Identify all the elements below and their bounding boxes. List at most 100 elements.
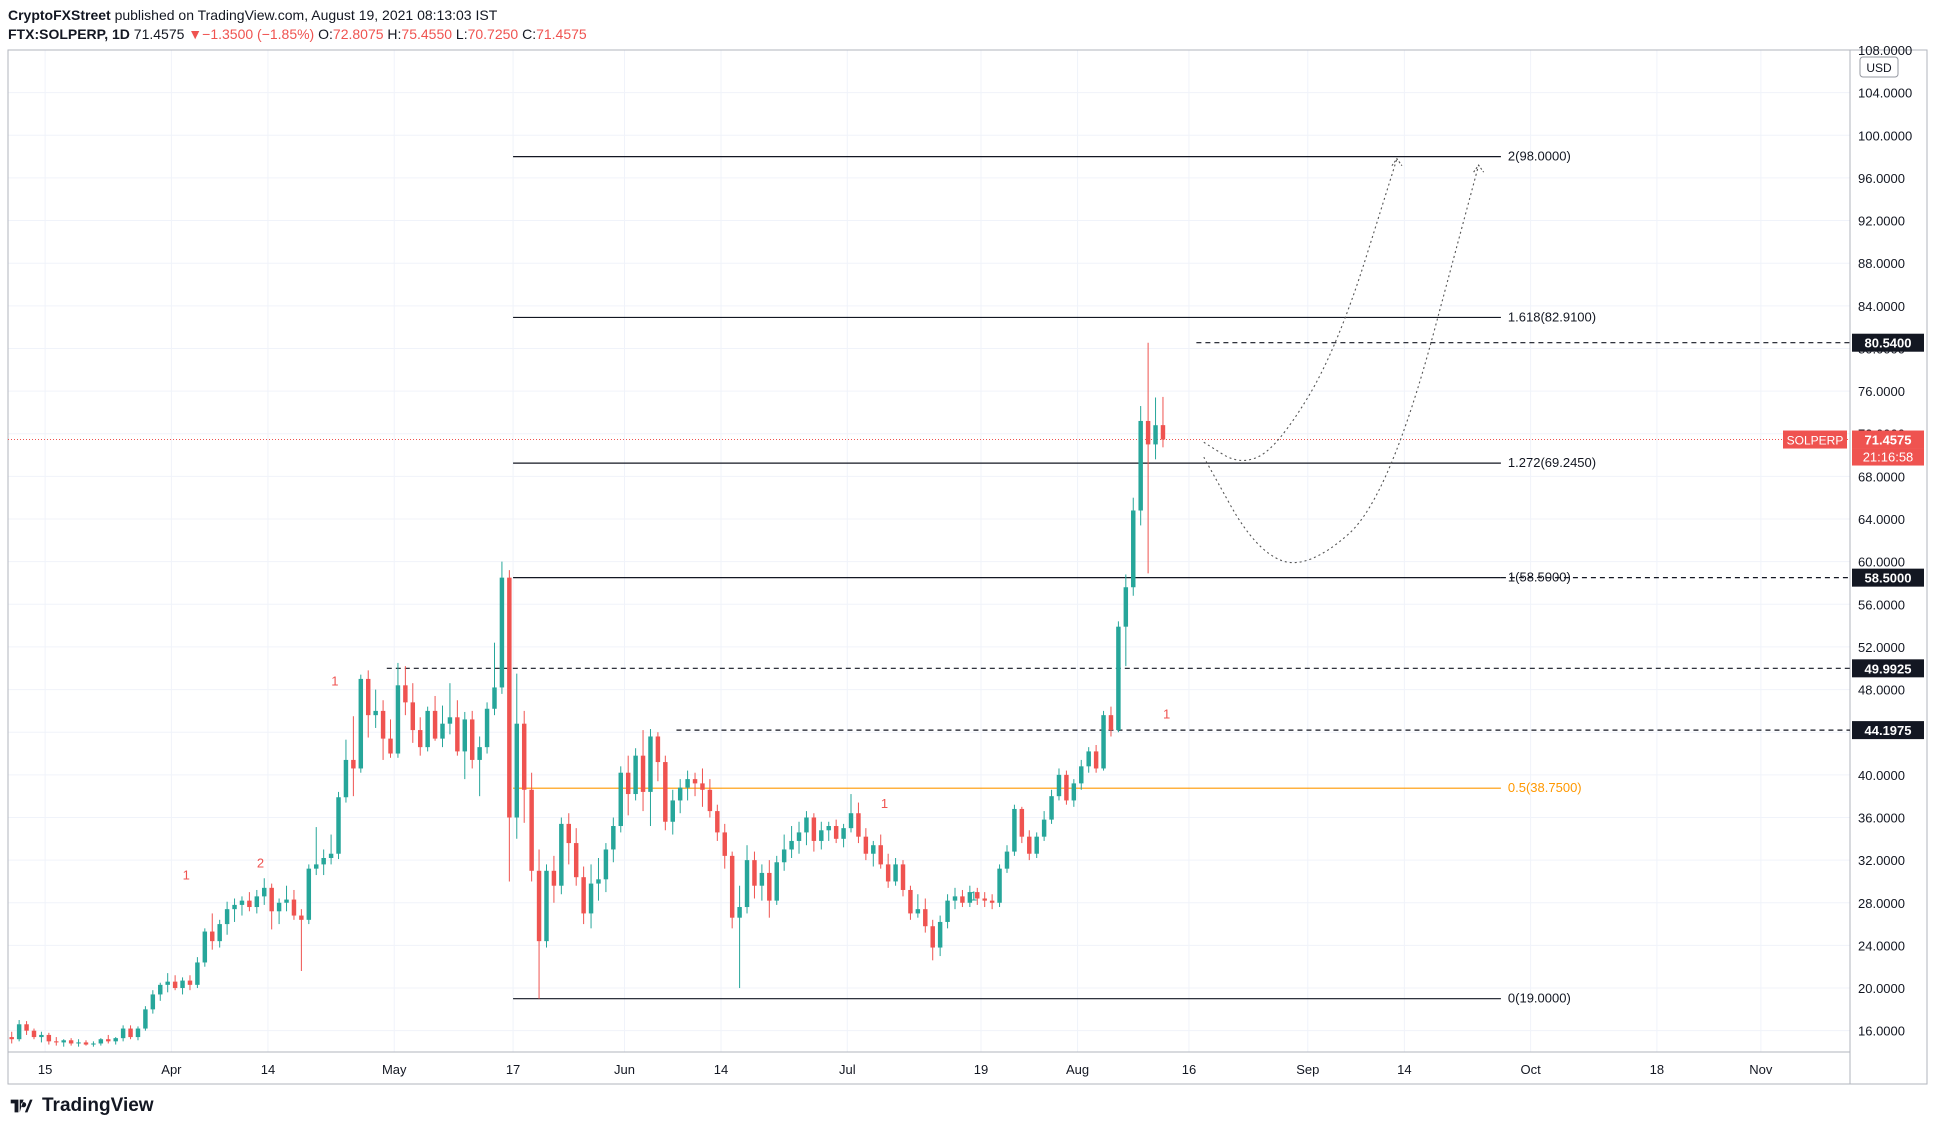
price-tick-label: 104.0000 [1858, 86, 1912, 101]
price-axis[interactable]: 16.0000 20.0000 24.0000 28.0000 32.0000 36.00… [1858, 43, 1912, 1039]
candle-body [462, 719, 468, 752]
candle-body [1123, 587, 1129, 627]
sequential-marker: 1 [331, 673, 338, 688]
candle-body [900, 864, 906, 890]
candle-body [291, 899, 297, 916]
candle-body [499, 577, 505, 688]
candle-body [603, 849, 609, 880]
close-label: C: [522, 26, 537, 42]
candle-body [351, 759, 356, 769]
time-tick-label: 16 [1182, 1062, 1196, 1077]
candle-body [1027, 836, 1032, 854]
candlestick-chart[interactable]: 2(98.0000)1.618(82.9100)1.272(69.2450)1(… [0, 0, 1935, 1090]
time-axis[interactable]: 15 Apr 14 May 17 Jun 14 Jul 19 Aug 16 Sep 14 Oct 18 Nov [38, 1062, 1773, 1077]
projection-curve[interactable] [1203, 164, 1480, 564]
currency-badge[interactable]: USD [1859, 56, 1899, 78]
candle-body [1041, 819, 1047, 837]
candle-body [217, 924, 222, 942]
price-tick-label: 24.0000 [1858, 938, 1905, 953]
candle-body [328, 853, 334, 858]
low-value: 70.7250 [467, 26, 519, 42]
open-label: O: [318, 26, 333, 42]
candle-body [39, 1034, 44, 1038]
candle-body [1086, 751, 1091, 767]
candle-body [417, 730, 423, 748]
price-tick-label: 28.0000 [1858, 896, 1905, 911]
candle-body [633, 755, 638, 795]
projection-paths[interactable] [1203, 157, 1485, 564]
candle-body [752, 860, 757, 886]
price-tick-label: 96.0000 [1858, 171, 1905, 186]
fib-extension[interactable]: 2(98.0000)1.618(82.9100)1.272(69.2450)1(… [513, 149, 1596, 1006]
candle-body [811, 817, 817, 841]
countdown-text: 21:16:58 [1863, 450, 1914, 465]
candle-body [573, 843, 579, 878]
symbol-label[interactable]: FTX:SOLPERP, 1D [8, 26, 130, 42]
sequential-marker: 1 [1163, 706, 1170, 721]
countdown-box [1852, 448, 1924, 466]
candle-body [737, 907, 742, 918]
price-tick-label: 16.0000 [1858, 1024, 1905, 1039]
candle-body [373, 710, 378, 716]
candle-body [440, 723, 445, 739]
candle-body [135, 1028, 141, 1038]
fib-level-label: 0.5(38.7500) [1508, 780, 1582, 795]
tradingview-footer[interactable]: TradingView [8, 1092, 154, 1120]
price-tick-label: 32.0000 [1858, 853, 1905, 868]
candle-body [262, 887, 267, 897]
sequential-markers: 1 2 1 1 1 1 [183, 673, 1171, 903]
author-name[interactable]: CryptoFXStreet [8, 7, 111, 23]
candle-body [514, 723, 520, 818]
tradingview-logo-icon [10, 1099, 33, 1113]
candle-body [106, 1039, 111, 1042]
price-label-box [1852, 568, 1924, 587]
candle-body [54, 1041, 59, 1043]
chart-header: CryptoFXStreet published on TradingView.… [8, 6, 587, 44]
candle-body [618, 772, 623, 827]
candle-body [314, 864, 319, 869]
candle-body [91, 1043, 96, 1045]
candle-body [982, 898, 987, 901]
candle-body [306, 868, 312, 920]
price-tick-label: 20.0000 [1858, 981, 1905, 996]
price-label-box [1852, 659, 1924, 678]
candle-body [625, 772, 631, 795]
candle-body [856, 813, 861, 837]
last-value: 71.4575 [133, 26, 185, 42]
price-label-text: 44.1975 [1865, 723, 1912, 738]
candle-body [804, 817, 809, 833]
candle-body [819, 830, 824, 841]
time-tick-label: Jul [839, 1062, 856, 1077]
candle-body [937, 921, 943, 948]
price-label-box [1852, 430, 1924, 449]
candle-body [425, 710, 430, 748]
candle-body [254, 896, 260, 908]
candle-body [640, 755, 646, 792]
candle-body [358, 678, 364, 769]
candle-body [455, 717, 460, 752]
candle-body [1049, 796, 1054, 820]
candle-body [202, 931, 208, 963]
low-label: L: [455, 26, 468, 42]
time-tick-label: Sep [1296, 1062, 1319, 1077]
candle-body [581, 877, 586, 914]
candle-body [767, 872, 772, 901]
candle-body [150, 994, 156, 1010]
price-tick-label: 92.0000 [1858, 214, 1905, 229]
candle-body [484, 708, 490, 748]
candle-body [76, 1042, 81, 1044]
chart-grid [8, 49, 1850, 1052]
candle-body [685, 779, 690, 788]
candle-body [299, 915, 304, 920]
candle-body [46, 1034, 52, 1042]
sequential-marker: 2 [257, 856, 264, 871]
projection-curve[interactable] [1203, 158, 1398, 461]
candle-body [893, 864, 898, 882]
candle-body [83, 1042, 89, 1045]
price-tick-label: 68.0000 [1858, 469, 1905, 484]
candle-body [1116, 626, 1121, 731]
candle-body [1108, 715, 1114, 731]
symbol-tag-text: SOLPERP [1787, 434, 1844, 448]
time-tick-label: 14 [1397, 1062, 1411, 1077]
fib-level-label: 1.272(69.2450) [1508, 455, 1596, 470]
